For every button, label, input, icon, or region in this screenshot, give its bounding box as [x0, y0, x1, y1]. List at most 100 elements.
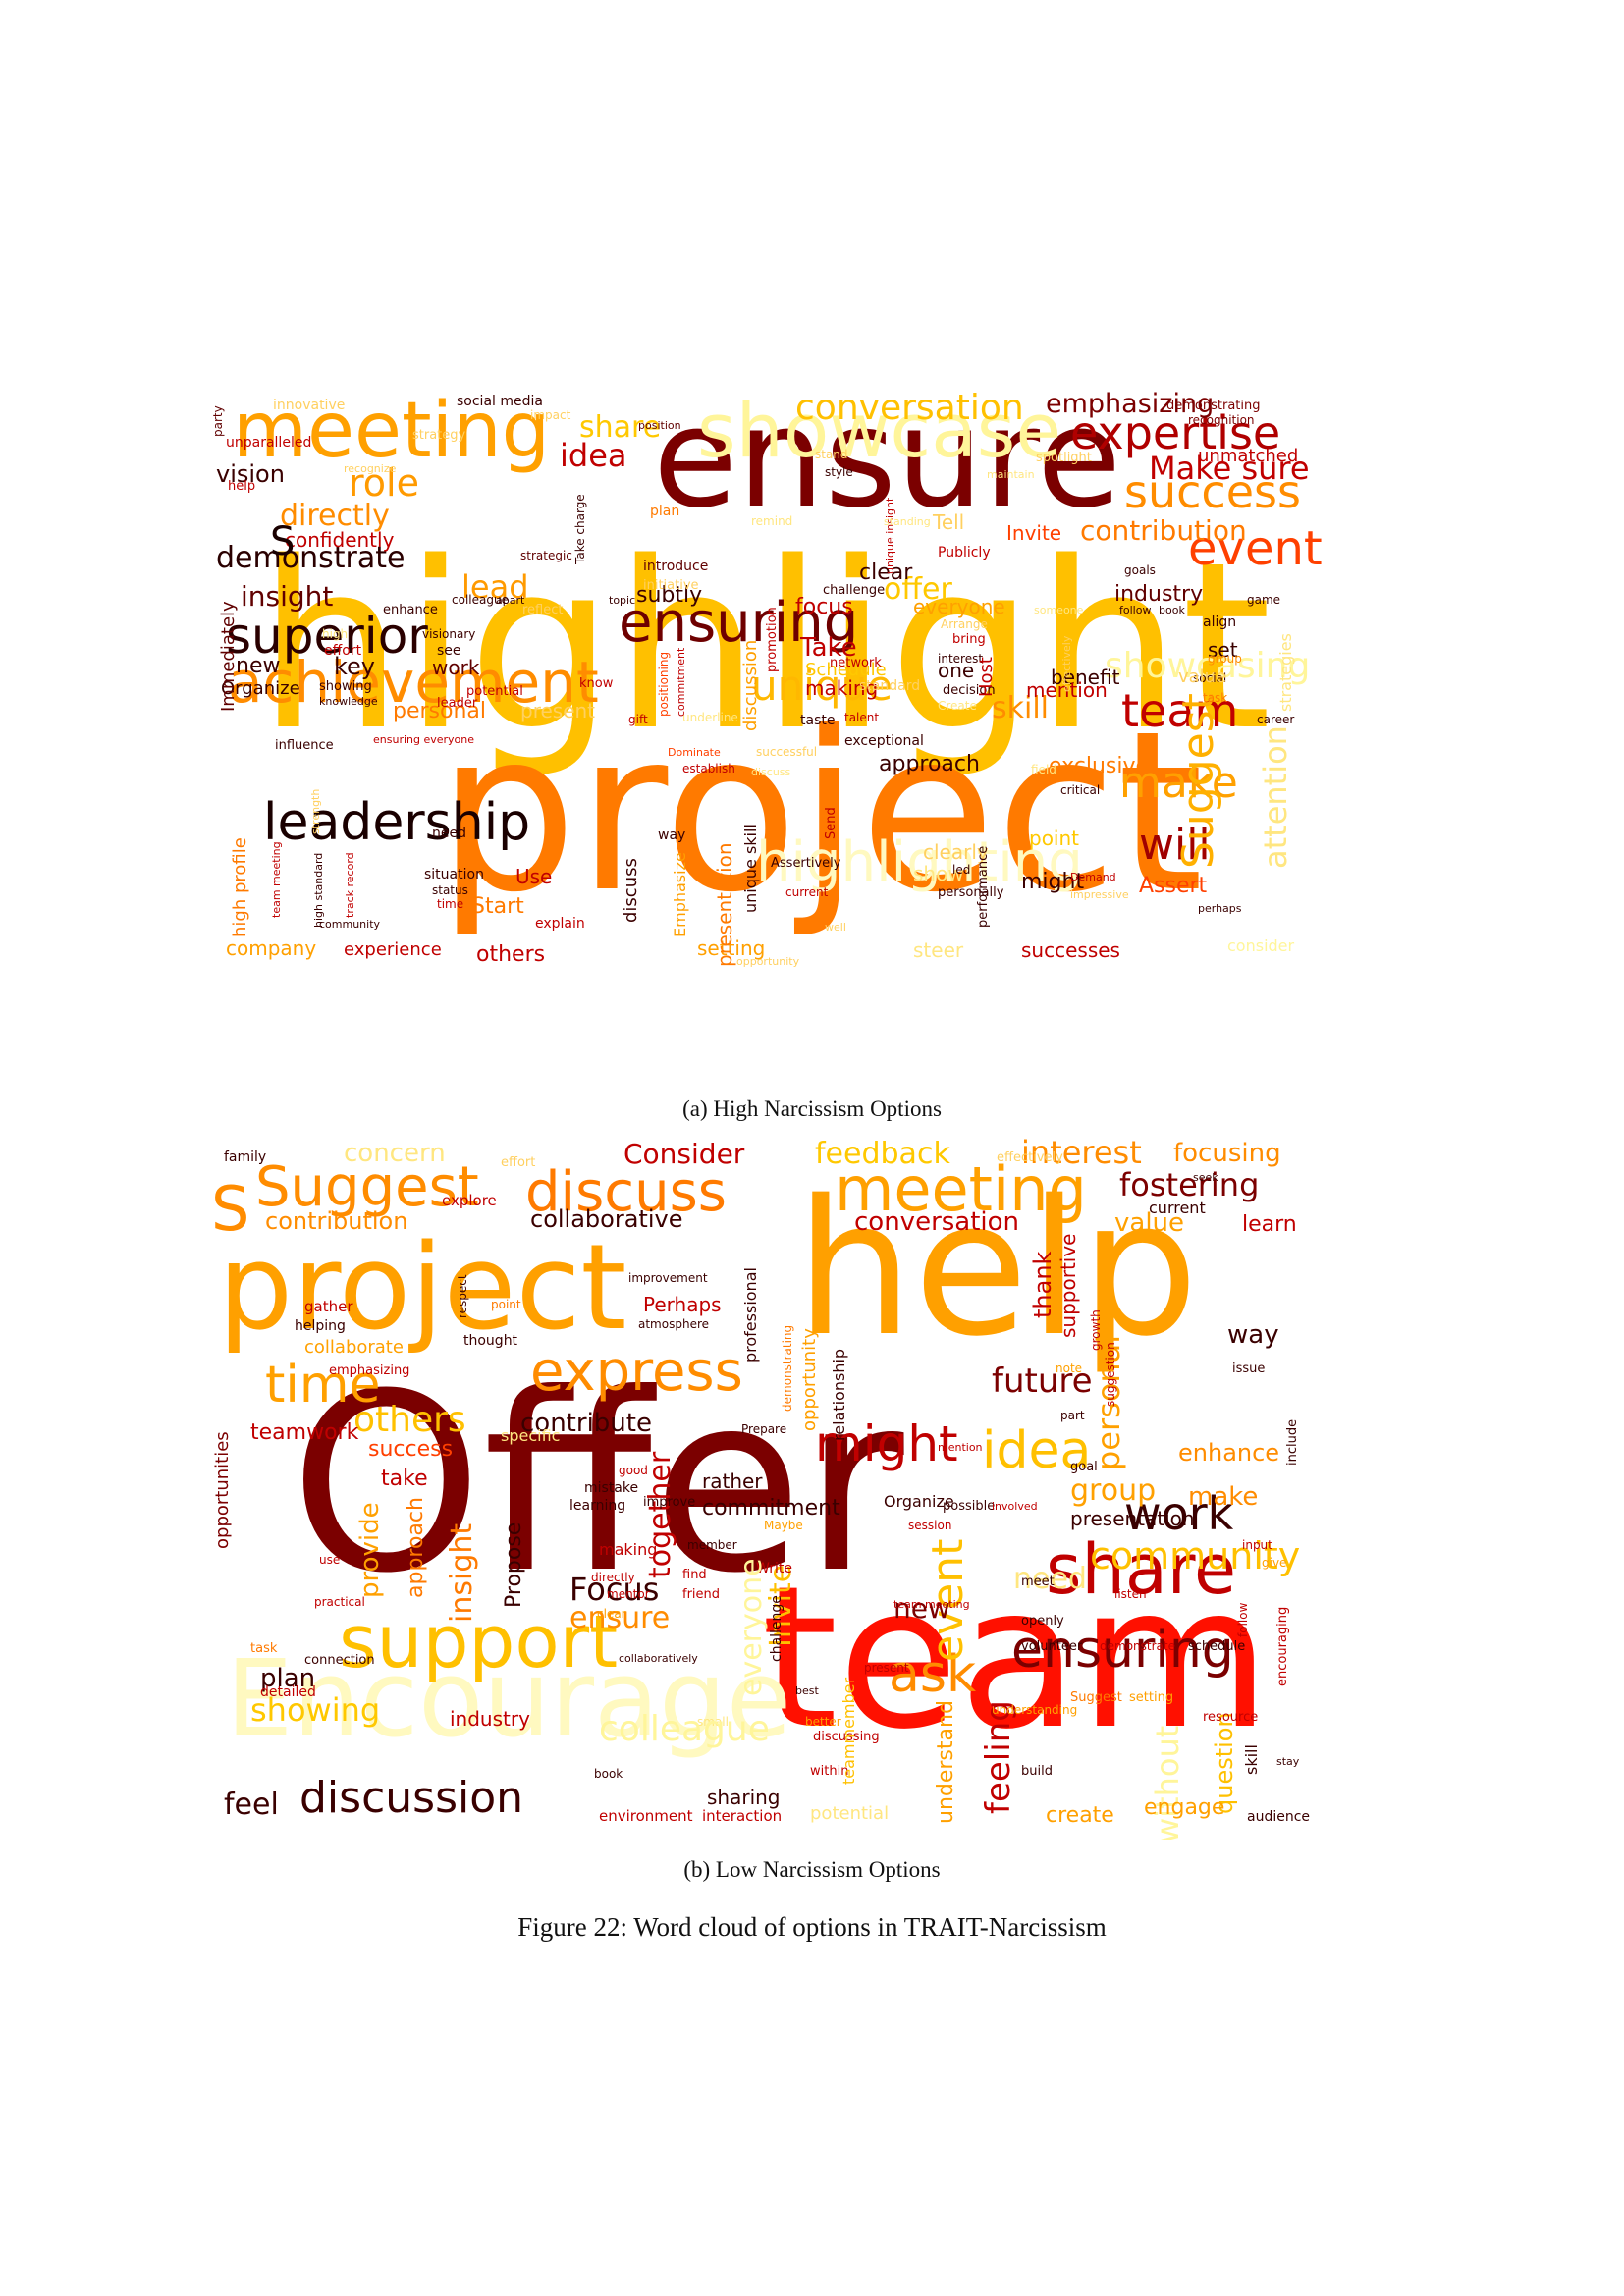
cloud-word: positioning	[657, 652, 671, 717]
cloud-word: led	[952, 863, 970, 877]
cloud-word: openly	[1021, 1614, 1064, 1629]
cloud-word: ensuring everyone	[373, 733, 474, 746]
cloud-word: family	[224, 1149, 266, 1165]
cloud-word: insight	[445, 1523, 479, 1623]
cloud-word: approach	[404, 1497, 428, 1598]
cloud-word: provide	[355, 1502, 385, 1598]
cloud-word: vision	[216, 460, 285, 488]
cloud-word: rather	[702, 1469, 763, 1493]
cloud-word: specific	[501, 1426, 560, 1445]
cloud-word: involved	[992, 1500, 1038, 1513]
cloud-word: innovative	[273, 398, 345, 413]
cloud-word: Organize	[221, 678, 300, 699]
cloud-word: community	[1090, 1534, 1300, 1577]
cloud-word: enhance	[1178, 1439, 1279, 1467]
cloud-word: reflect	[522, 603, 564, 617]
cloud-word: colleague	[452, 593, 509, 607]
cloud-word: resource	[1203, 1710, 1258, 1725]
cloud-word: environment	[599, 1807, 693, 1825]
cloud-word: presentation	[713, 842, 736, 967]
cloud-word: visionary	[422, 627, 475, 641]
cloud-word: team meeting	[270, 841, 283, 918]
cloud-word: plan	[650, 504, 679, 519]
cloud-word: possible	[943, 1499, 995, 1514]
cloud-word: career	[1257, 713, 1294, 726]
cloud-word: group	[1070, 1473, 1156, 1508]
cloud-word: focus	[795, 595, 853, 619]
cloud-word: gather	[304, 1298, 353, 1315]
cloud-word: project	[218, 1220, 626, 1357]
cloud-word: learning	[569, 1498, 625, 1514]
cloud-word: feedback	[815, 1137, 950, 1171]
cloud-word: recognition	[1188, 413, 1255, 427]
cloud-word: Take charge	[573, 494, 587, 565]
cloud-word: role	[349, 461, 419, 505]
cloud-word: initiative	[643, 578, 699, 593]
cloud-word: present	[520, 699, 595, 722]
cloud-word: need	[432, 826, 466, 841]
cloud-word: opportunity	[736, 955, 800, 968]
cloud-word: personal	[393, 699, 486, 723]
cloud-word: Assertively	[771, 856, 841, 871]
cloud-word: Start	[471, 894, 524, 919]
cloud-word: Invite	[764, 1565, 798, 1647]
word-cloud-low-narcissism: Offer team help project Encourage support shar…	[206, 1137, 1418, 1840]
cloud-word: event	[923, 1539, 973, 1662]
cloud-word: help	[228, 479, 255, 494]
cloud-word: gift	[628, 713, 648, 726]
cloud-word: spotlight	[1036, 451, 1092, 465]
cloud-word: Encourage	[226, 1638, 791, 1761]
cloud-word: follow	[1236, 1602, 1250, 1637]
cloud-word: exceptional	[844, 733, 924, 749]
cloud-word: project	[437, 684, 1204, 941]
cloud-word: Suggest	[1070, 1690, 1122, 1705]
cloud-word: S	[270, 519, 295, 564]
cloud-word: see	[437, 643, 461, 659]
cloud-word: strategy	[412, 428, 466, 443]
cloud-word: highlight	[257, 513, 1272, 781]
cloud-word: strategies	[1276, 633, 1295, 712]
cloud-word: standard	[859, 678, 920, 694]
cloud-word: stand	[815, 448, 848, 461]
cloud-word: value	[1114, 1208, 1184, 1238]
cloud-word: issue	[1232, 1362, 1265, 1376]
cloud-word: demonstrating	[1166, 399, 1261, 413]
cloud-word: future	[992, 1362, 1093, 1401]
cloud-word: note	[1056, 1362, 1082, 1375]
cloud-word: supportive	[1056, 1234, 1080, 1338]
cloud-word: discuss	[525, 1160, 727, 1224]
cloud-word: set	[1208, 638, 1238, 662]
cloud-word: feeling	[979, 1700, 1018, 1814]
cloud-word: conversation	[854, 1207, 1019, 1237]
cloud-word: plan	[260, 1664, 315, 1693]
cloud-word: skill	[992, 691, 1049, 725]
cloud-word: clearly	[923, 840, 989, 864]
cloud-word: strategic	[520, 549, 572, 562]
cloud-word: maintain	[987, 468, 1035, 481]
cloud-word: within	[810, 1764, 848, 1779]
cloud-word: industry	[450, 1707, 530, 1731]
cloud-word: find	[682, 1568, 707, 1582]
cloud-word: without	[1149, 1726, 1186, 1840]
cloud-word: unmatched	[1198, 446, 1298, 466]
cloud-word: share	[1046, 1529, 1236, 1610]
cloud-word: input	[1242, 1538, 1272, 1552]
cloud-word: opportunities	[212, 1431, 233, 1549]
cloud-word: helping	[295, 1318, 346, 1334]
cloud-word: Prepare	[741, 1422, 786, 1436]
cloud-word: setting	[1129, 1690, 1173, 1705]
cloud-word: apart	[496, 594, 525, 607]
cloud-word: demonstrate	[1100, 1639, 1175, 1653]
cloud-word: task	[250, 1641, 278, 1656]
cloud-word: current	[1149, 1199, 1206, 1217]
cloud-word: stay	[1276, 1755, 1300, 1768]
cloud-word: session	[908, 1519, 951, 1532]
cloud-word: successful	[756, 745, 817, 759]
cloud-word: someone	[1034, 604, 1084, 616]
cloud-word: task	[1203, 691, 1227, 705]
cloud-word: explain	[535, 916, 585, 932]
cloud-word: underline	[682, 711, 738, 724]
cloud-word: Demand	[1070, 871, 1116, 883]
cloud-word: emphasizing	[329, 1363, 409, 1378]
cloud-word: time	[437, 897, 463, 911]
